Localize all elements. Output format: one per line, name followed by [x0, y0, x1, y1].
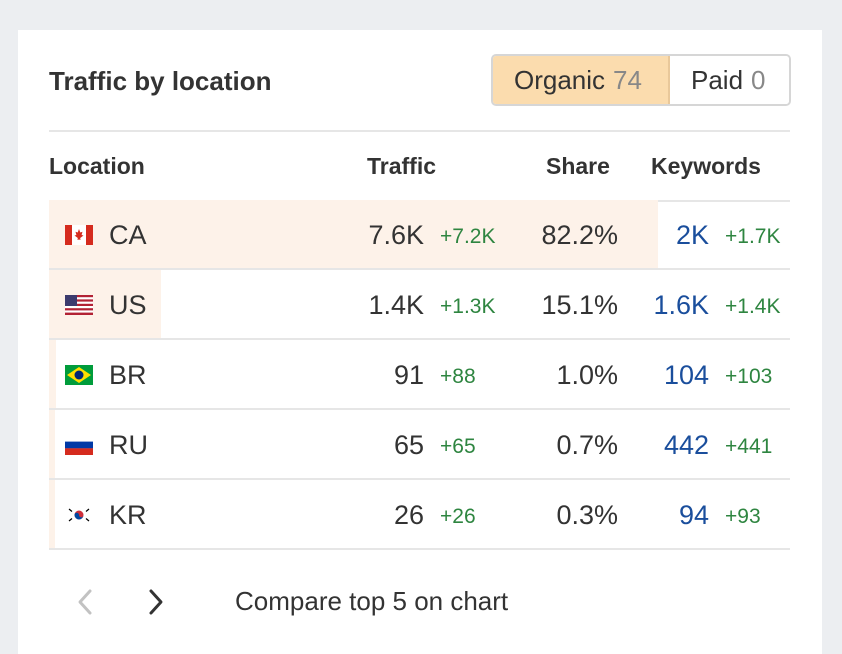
share-value: 1.0% [556, 360, 618, 390]
brazil-flag-icon [65, 365, 93, 385]
us-flag-icon [65, 295, 93, 315]
table-row: BR 91 +88 1.0% 104 +103 [49, 340, 790, 410]
paid-label: Paid [691, 64, 744, 95]
share-value: 0.3% [556, 500, 618, 530]
table-row: RU 65 +65 0.7% 442 +441 [49, 410, 790, 480]
keywords-link[interactable]: 1.6K [653, 290, 709, 320]
keywords-delta: +1.7K [725, 225, 781, 248]
column-header-keywords: Keywords [651, 153, 761, 179]
location-code: BR [109, 360, 147, 390]
traffic-value: 65 [393, 430, 424, 460]
keywords-link[interactable]: 104 [663, 360, 709, 390]
traffic-delta: +26 [440, 505, 476, 528]
traffic-value: 26 [393, 500, 424, 530]
traffic-value: 91 [393, 360, 424, 390]
keywords-link[interactable]: 442 [663, 430, 709, 460]
share-bar [49, 480, 55, 548]
share-bar [49, 410, 55, 478]
traffic-delta: +88 [440, 365, 476, 388]
table-row: KR 26 +26 0.3% 94 +93 [49, 480, 790, 550]
traffic-delta: +1.3K [440, 295, 496, 318]
chevron-right-icon[interactable] [146, 588, 166, 616]
korea-flag-icon [65, 505, 93, 525]
location-code: KR [109, 500, 147, 530]
traffic-value: 1.4K [368, 290, 424, 320]
share-bar [49, 340, 57, 408]
share-value: 15.1% [541, 290, 618, 320]
organic-count: 74 [613, 64, 642, 95]
russia-flag-icon [65, 435, 93, 455]
keywords-delta: +441 [725, 435, 773, 458]
share-value: 82.2% [541, 220, 618, 250]
traffic-delta: +65 [440, 435, 476, 458]
paid-count: 0 [751, 64, 766, 95]
paid-toggle-button[interactable]: Paid 0 [670, 56, 789, 104]
organic-toggle-button[interactable]: Organic 74 [493, 56, 670, 104]
keywords-link[interactable]: 94 [678, 500, 709, 530]
header-divider [49, 130, 790, 132]
widget-title: Traffic by location [49, 66, 272, 96]
table-row: US 1.4K +1.3K 15.1% 1.6K +1.4K [49, 270, 790, 340]
keywords-delta: +93 [725, 505, 761, 528]
keywords-link[interactable]: 2K [675, 220, 709, 250]
location-code: US [109, 290, 147, 320]
share-bar [49, 200, 659, 268]
column-header-share: Share [546, 153, 610, 179]
chevron-left-icon[interactable] [75, 588, 95, 616]
column-header-location: Location [49, 153, 145, 179]
location-code: CA [109, 220, 147, 250]
canada-flag-icon [65, 225, 93, 245]
organic-label: Organic [514, 64, 606, 95]
keywords-delta: +103 [725, 365, 773, 388]
keywords-delta: +1.4K [725, 295, 781, 318]
traffic-delta: +7.2K [440, 225, 496, 248]
traffic-value: 7.6K [368, 220, 424, 250]
compare-top-5-button[interactable]: Compare top 5 on chart [235, 586, 509, 616]
table-row: CA 7.6K +7.2K 82.2% 2K +1.7K [49, 200, 790, 270]
traffic-by-location-card: Traffic by location Organic 74 Paid 0 Lo… [18, 30, 822, 654]
column-header-traffic: Traffic [367, 153, 437, 179]
location-code: RU [109, 430, 148, 460]
organic-paid-toggle: Organic 74 Paid 0 [491, 54, 791, 106]
share-value: 0.7% [556, 430, 618, 460]
